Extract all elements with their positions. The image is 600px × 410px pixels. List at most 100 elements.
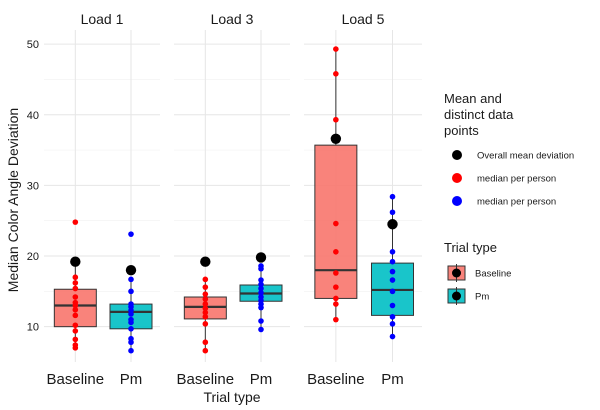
- data-point: [258, 277, 264, 283]
- data-point: [389, 333, 396, 340]
- data-point: [72, 274, 79, 281]
- x-tick-label: Pm: [381, 371, 404, 388]
- data-point: [333, 249, 339, 255]
- box-group: Baseline: [177, 256, 234, 388]
- data-point: [72, 294, 79, 300]
- data-point: [389, 193, 396, 200]
- box-group: Pm: [239, 252, 283, 388]
- data-point: [333, 295, 339, 302]
- data-point: [389, 209, 396, 216]
- facet-panel: Load 1 Baseline Pm: [47, 11, 153, 388]
- data-point: [72, 306, 79, 313]
- x-tick-label: Baseline: [47, 371, 105, 388]
- legend-item: Overall mean deviation: [452, 150, 574, 162]
- facet-title: Load 5: [342, 11, 385, 27]
- data-point: [258, 285, 264, 292]
- data-point: [128, 339, 134, 346]
- data-point: [202, 276, 209, 283]
- data-point: [389, 249, 396, 255]
- data-point: [128, 326, 134, 332]
- data-point: [72, 322, 79, 329]
- mean-point: [125, 264, 137, 276]
- data-point: [333, 284, 339, 290]
- data-point: [258, 281, 264, 288]
- facet-title: Load 1: [81, 11, 124, 27]
- box-group: Pm: [371, 193, 414, 388]
- legend-item: Pm: [447, 287, 489, 305]
- data-point: [202, 347, 209, 354]
- x-tick-label: Pm: [120, 371, 143, 388]
- data-point: [72, 302, 79, 309]
- data-point: [72, 285, 79, 292]
- data-point: [72, 280, 79, 286]
- x-tick-label: Pm: [250, 371, 273, 388]
- data-point: [72, 336, 79, 343]
- legend-label: Baseline: [475, 269, 511, 280]
- data-point: [72, 219, 79, 225]
- legend-label: Overall mean deviation: [477, 151, 574, 162]
- legend-label: Pm: [475, 292, 489, 303]
- data-point: [389, 321, 396, 327]
- y-tick-label: 20: [27, 251, 39, 263]
- data-point: [128, 347, 134, 354]
- data-point: [72, 312, 79, 319]
- legend-item: Baseline: [447, 264, 511, 282]
- data-point: [333, 270, 339, 276]
- data-point: [202, 291, 209, 297]
- box-group: Baseline: [307, 46, 365, 388]
- legend-title: Mean and: [444, 91, 502, 106]
- facet-panel: Load 3 Baseline Pm: [177, 11, 283, 388]
- mean-point: [387, 219, 398, 230]
- data-point: [389, 258, 396, 265]
- y-tick-label: 50: [27, 39, 39, 51]
- data-point: [128, 231, 134, 237]
- legend-key-dot: [452, 150, 462, 160]
- legend-title: Trial type: [444, 240, 497, 255]
- data-point: [258, 326, 264, 333]
- data-point: [333, 46, 339, 52]
- legend-title: distinct data: [444, 107, 514, 122]
- mean-point: [330, 133, 342, 144]
- mean-point: [70, 256, 81, 267]
- y-tick-label: 10: [27, 322, 39, 334]
- y-axis: 10 20 30 40 50: [27, 39, 39, 334]
- data-point: [333, 116, 339, 123]
- data-point: [389, 302, 396, 309]
- data-point: [72, 345, 79, 351]
- data-point: [333, 316, 339, 323]
- facet-title: Load 3: [211, 11, 254, 27]
- data-point: [258, 289, 264, 296]
- data-point: [258, 265, 264, 272]
- legend-key-dot: [452, 196, 462, 206]
- legend-item: median per person: [452, 196, 556, 208]
- x-tick-label: Baseline: [307, 371, 365, 388]
- box-group: Pm: [109, 231, 153, 388]
- data-point: [128, 288, 134, 295]
- data-point: [202, 321, 209, 327]
- facet-panel: Load 5 Baseline Pm: [307, 11, 414, 388]
- mean-point: [200, 256, 211, 267]
- data-point: [128, 276, 134, 283]
- legend-key-dot: [452, 268, 461, 278]
- data-point: [389, 288, 396, 295]
- data-point: [202, 305, 209, 312]
- legend-key-dot: [452, 291, 461, 301]
- x-axis-title: Trial type: [203, 389, 260, 405]
- data-point: [202, 284, 209, 290]
- facets: Load 1 Baseline Pm Load 3 Baseline Pm Load 5 Ba…: [47, 11, 414, 388]
- legend-item: median per person: [452, 173, 556, 185]
- data-point: [333, 220, 339, 227]
- legend-label: median per person: [477, 197, 556, 208]
- data-point: [128, 311, 134, 317]
- legend-label: median per person: [477, 174, 556, 185]
- data-point: [202, 309, 209, 316]
- data-point: [258, 318, 264, 324]
- box-group: Baseline: [47, 219, 105, 388]
- data-point: [389, 313, 396, 320]
- y-tick-label: 30: [27, 180, 39, 192]
- data-point: [202, 296, 209, 302]
- data-point: [202, 313, 209, 320]
